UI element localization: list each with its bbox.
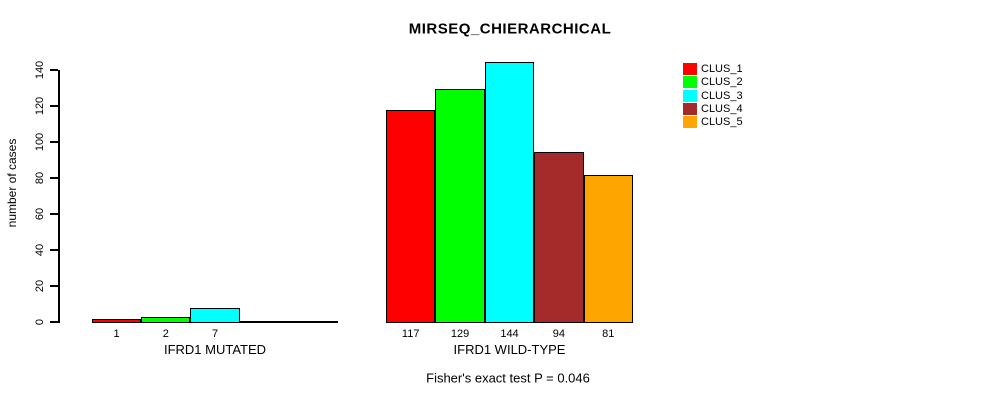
legend-swatch (683, 89, 697, 102)
legend-swatch (683, 116, 697, 129)
bar (435, 89, 485, 323)
y-tick-label: 80 (34, 171, 46, 185)
y-tick-label: 100 (34, 132, 46, 152)
bar (239, 321, 289, 323)
legend-swatch (683, 102, 697, 115)
y-axis-line (58, 70, 60, 323)
bar-value-label: 2 (162, 328, 169, 340)
bar (534, 152, 584, 323)
y-tick (50, 177, 58, 179)
bar-value-label: 7 (211, 328, 219, 340)
y-tick (50, 285, 58, 287)
legend-swatch (683, 63, 697, 75)
bar-value-label: 94 (552, 328, 566, 340)
legend-label: CLUS_5 (701, 116, 743, 129)
group-label: IFRD1 WILD-TYPE (453, 342, 566, 357)
y-tick-label: 40 (34, 243, 46, 257)
bar (288, 321, 338, 323)
y-tick-label: 60 (34, 207, 46, 221)
bar (583, 175, 633, 323)
bar (386, 110, 436, 323)
bar (190, 308, 240, 323)
legend-label: CLUS_3 (701, 89, 743, 102)
fisher-test-note: Fisher's exact test P = 0.046 (426, 370, 590, 386)
bar (92, 319, 142, 323)
bar (484, 62, 535, 323)
y-axis-label: number of cases (5, 138, 19, 228)
y-tick-label: 0 (34, 318, 46, 326)
y-tick-label: 20 (34, 279, 46, 293)
bar-value-label: 144 (500, 328, 519, 340)
legend-label: CLUS_2 (701, 76, 743, 89)
y-tick (50, 141, 58, 143)
y-tick (50, 105, 58, 107)
legend-swatch (683, 76, 697, 89)
bar-value-label: 117 (401, 328, 420, 340)
y-tick-label: 140 (34, 60, 46, 80)
bar-value-label: 81 (602, 328, 615, 340)
chart-title: MIRSEQ_CHIERARCHICAL (408, 20, 612, 38)
bar (141, 317, 191, 323)
bar-value-label: 1 (113, 328, 120, 340)
y-tick-label: 120 (34, 96, 46, 116)
y-tick (50, 69, 58, 71)
legend-label: CLUS_1 (701, 63, 743, 75)
bar-value-label: 129 (450, 328, 470, 340)
group-label: IFRD1 MUTATED (163, 342, 267, 357)
y-tick (50, 321, 58, 323)
legend-label: CLUS_4 (701, 102, 743, 115)
y-tick (50, 213, 58, 215)
y-tick (50, 249, 58, 251)
